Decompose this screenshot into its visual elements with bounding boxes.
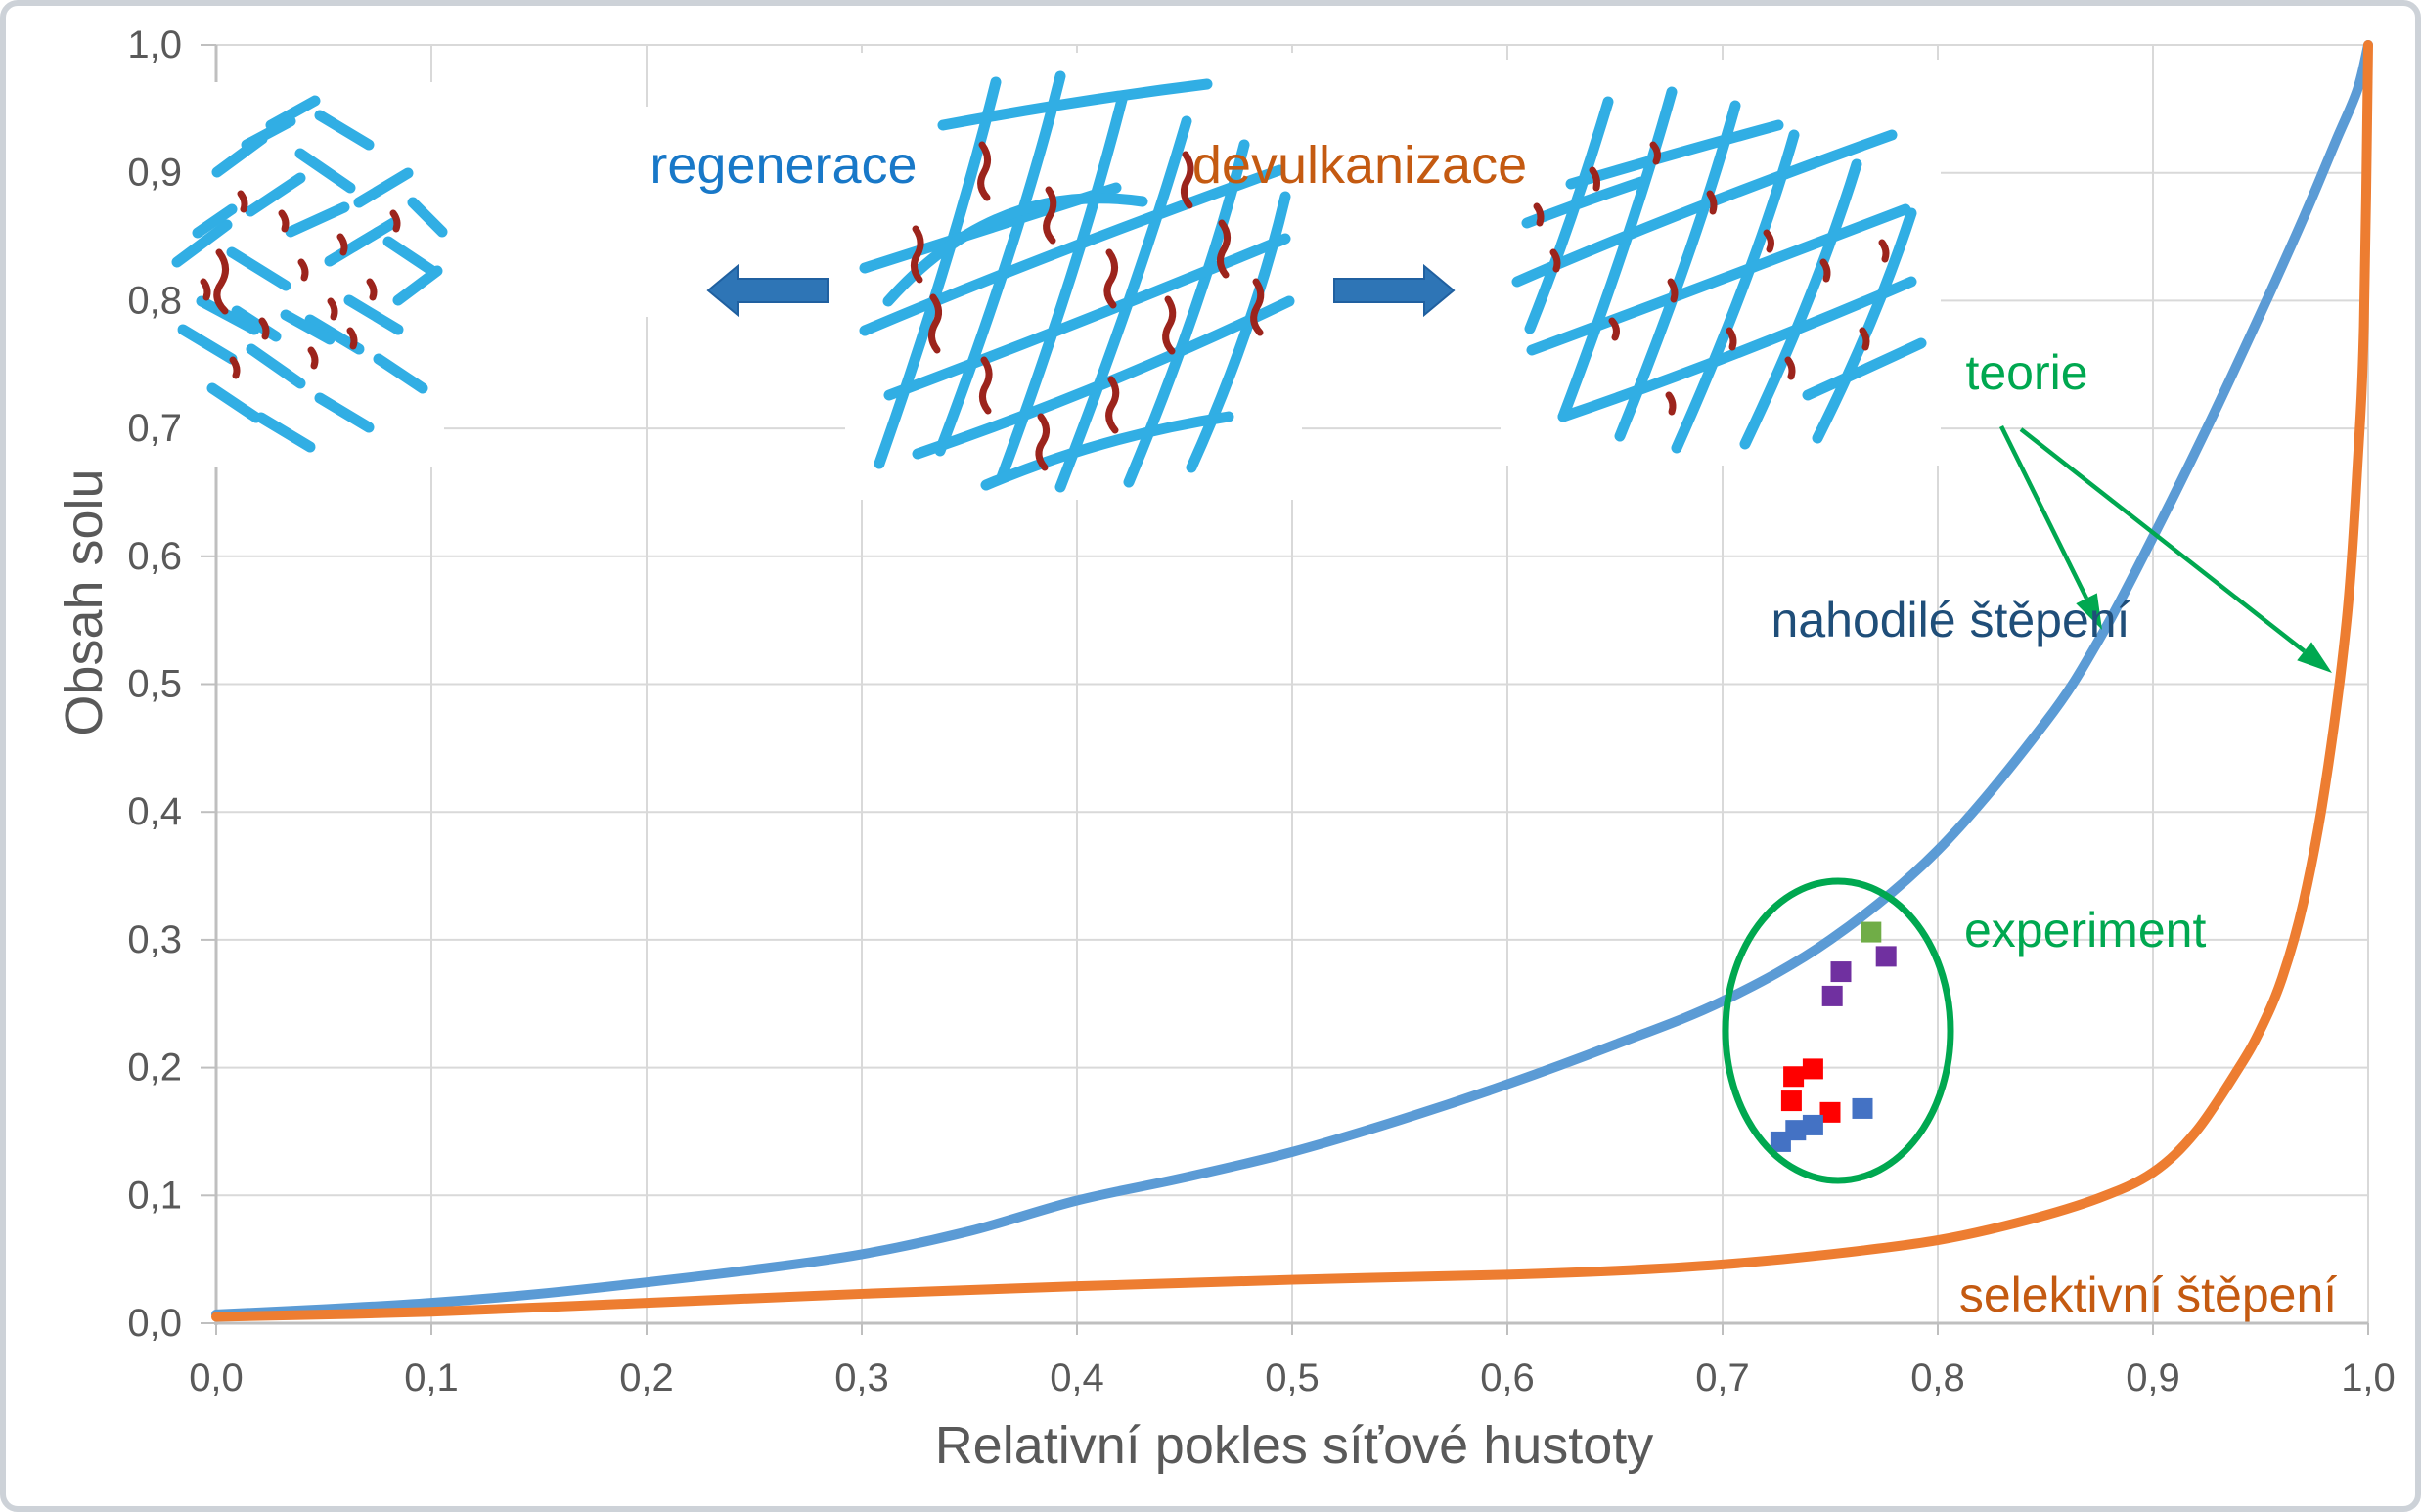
teorie-pointer-arrows: [1998, 425, 2332, 673]
axis-tick-labels: 0,0 0,1 0,2 0,3 0,4 0,5 0,6 0,7 0,8 0,9 1,0 0,0 0,1 0…: [127, 23, 2395, 1400]
point-experiment – zelené body: [1861, 921, 1882, 943]
point-experiment – modré body: [1802, 1114, 1823, 1135]
network-regenerated-icon: [171, 95, 448, 453]
chart-canvas: regenerace devulkanizace teorie nahodilé…: [55, 23, 2396, 1475]
experiment-highlight-ellipse: [1722, 877, 1954, 1184]
y-tick-label: 0,3: [127, 918, 182, 961]
x-tick-label: 0,5: [1265, 1356, 1320, 1400]
x-tick-label: 0,7: [1695, 1356, 1750, 1400]
selective-scission-curve-label: selektivní štěpení: [1959, 1267, 2337, 1322]
y-tick-label: 0,6: [127, 535, 182, 578]
point-experiment – fialové body: [1821, 985, 1843, 1006]
point-experiment – červené body: [1802, 1058, 1823, 1080]
curve-nahodilé štěpení (teorie): [211, 40, 2373, 1319]
point-experiment – fialové body: [1875, 946, 1897, 967]
y-tick-label: 1,0: [127, 23, 182, 67]
point-experiment – fialové body: [1830, 961, 1852, 983]
y-tick-label: 0,1: [127, 1174, 182, 1217]
random-scission-curve-label: nahodilé štěpení: [1771, 593, 2130, 647]
x-tick-label: 1,0: [2341, 1356, 2396, 1400]
experiment-points: [1770, 921, 1897, 1152]
theory-curves: [211, 40, 2373, 1322]
y-tick-label: 0,9: [127, 152, 182, 195]
network-vulcanized-icon: [859, 70, 1295, 493]
x-tick-label: 0,2: [619, 1356, 674, 1400]
y-tick-label: 0,8: [127, 279, 182, 322]
x-tick-label: 0,1: [404, 1356, 459, 1400]
experiment-label: experiment: [1964, 903, 2206, 957]
y-tick-label: 0,0: [127, 1302, 182, 1345]
y-axis-title: Obsah solu: [55, 468, 113, 735]
curve-selektivní štěpení (teorie): [211, 40, 2373, 1322]
regenerace-label: regenerace: [650, 136, 917, 195]
block-arrow-right-icon: [1333, 263, 1456, 318]
x-tick-label: 0,6: [1480, 1356, 1535, 1400]
point-experiment – červené body: [1780, 1090, 1802, 1112]
point-experiment – červené body: [1783, 1066, 1805, 1088]
y-tick-label: 0,4: [127, 790, 182, 833]
devulkanizace-label: devulkanizace: [1192, 136, 1527, 195]
y-tick-label: 0,5: [127, 663, 182, 706]
y-tick-label: 0,7: [127, 407, 182, 450]
point-experiment – modré body: [1852, 1097, 1873, 1119]
x-tick-label: 0,4: [1050, 1356, 1104, 1400]
point-experiment – modré body: [1770, 1131, 1791, 1152]
x-tick-label: 0,0: [189, 1356, 244, 1400]
x-tick-label: 0,3: [834, 1356, 889, 1400]
teorie-label: teorie: [1965, 345, 2087, 400]
y-tick-label: 0,2: [127, 1046, 182, 1090]
block-arrow-left-icon: [706, 263, 829, 318]
x-tick-label: 0,9: [2126, 1356, 2180, 1400]
x-axis-title: Relativní pokles síťové hustoty: [935, 1416, 1654, 1475]
network-devulcanized-icon: [1511, 86, 1927, 454]
x-tick-label: 0,8: [1910, 1356, 1965, 1400]
point-experiment – červené body: [1819, 1101, 1841, 1123]
